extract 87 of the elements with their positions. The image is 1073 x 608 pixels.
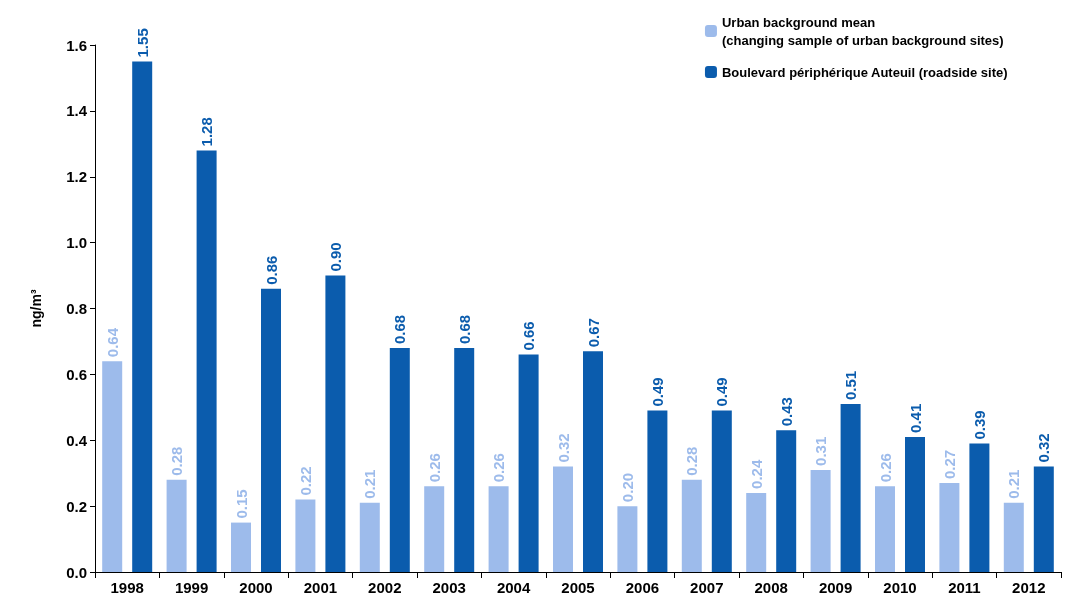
bar: [681, 479, 702, 572]
data-label: 1.28: [198, 117, 216, 147]
bar: [325, 275, 346, 572]
bar: [905, 436, 925, 572]
x-tick-label: 2009: [818, 579, 853, 596]
x-tick-label: 2011: [948, 579, 981, 596]
bar: [969, 443, 990, 572]
data-label: 0.28: [683, 446, 701, 476]
x-tick-label: 2010: [883, 579, 917, 596]
bar: [553, 466, 573, 572]
bar: [359, 502, 380, 572]
bar: [840, 404, 861, 572]
data-label: 0.64: [103, 327, 121, 358]
bar: [746, 492, 767, 572]
data-label: 0.24: [747, 459, 765, 489]
data-label: 0.90: [326, 242, 344, 272]
x-tick-label: 2012: [1012, 579, 1046, 596]
bar: [776, 430, 797, 572]
x-tick-label: 1999: [174, 579, 209, 596]
bar: [231, 522, 251, 572]
x-tick-label: 2004: [496, 579, 531, 596]
bar: [454, 348, 475, 572]
bar: [196, 150, 217, 572]
bar: [939, 483, 960, 572]
y-tick-label: 0.0: [66, 563, 87, 581]
data-label: 0.26: [425, 453, 443, 483]
bar: [261, 288, 281, 572]
y-tick-label: 0.4: [66, 431, 88, 449]
bar: [132, 61, 153, 572]
y-tick-label: 0.8: [66, 300, 87, 317]
data-label: 0.22: [296, 466, 314, 496]
bar: [518, 354, 539, 572]
data-label: 0.66: [520, 321, 538, 351]
data-label: 0.20: [618, 472, 636, 503]
y-tick-label: 1.4: [66, 102, 88, 120]
data-label: 0.15: [232, 489, 250, 519]
bar: [875, 486, 895, 572]
data-label: 0.86: [262, 255, 280, 285]
bar: [295, 499, 316, 572]
data-label: 0.31: [812, 436, 830, 466]
data-label: 0.32: [1035, 433, 1053, 463]
y-axis-title: ng/m³: [28, 289, 44, 328]
bar: [166, 479, 187, 572]
data-label: 0.68: [455, 314, 473, 345]
bar: [711, 410, 732, 572]
x-tick-label: 2005: [561, 579, 595, 596]
x-tick-label: 2002: [368, 579, 402, 596]
data-label: 0.26: [876, 453, 894, 483]
data-label: 1.55: [133, 28, 151, 58]
data-label: 0.21: [1005, 469, 1023, 499]
y-tick-label: 0.6: [66, 365, 87, 383]
x-tick-label: 2007: [690, 579, 724, 596]
bar: [647, 410, 668, 572]
legend-label: Urban background mean (changing sample of urban background sites): [721, 14, 1004, 48]
data-label: 0.27: [940, 449, 958, 480]
bar: [389, 348, 410, 572]
data-label: 0.26: [490, 453, 508, 483]
data-label: 0.49: [713, 377, 731, 407]
bar: [810, 469, 831, 572]
data-label: 0.68: [391, 314, 409, 345]
bar: [102, 361, 123, 572]
bar: [583, 351, 603, 572]
y-tick-label: 1.2: [66, 168, 87, 186]
data-label: 0.41: [906, 403, 924, 433]
bar: [1003, 502, 1024, 572]
data-label: 0.43: [777, 397, 795, 427]
data-label: 0.49: [648, 377, 666, 407]
data-label: 0.32: [554, 433, 572, 463]
x-tick-label: 2003: [432, 579, 466, 596]
y-tick-label: 0.2: [66, 497, 87, 515]
x-tick-label: 2006: [625, 579, 660, 596]
x-tick-label: 2000: [239, 579, 273, 596]
legend-label: Boulevard périphérique Auteuil (roadside site): [721, 64, 1008, 80]
data-label: 0.21: [361, 469, 379, 499]
y-tick-label: 1.6: [66, 36, 87, 54]
data-label: 0.28: [168, 446, 186, 476]
bar: [1033, 466, 1054, 572]
bar: [617, 506, 638, 572]
x-tick-label: 2008: [754, 579, 788, 596]
y-tick-label: 1.0: [66, 234, 87, 252]
bar: [424, 486, 445, 572]
bar: [488, 486, 509, 572]
data-label: 0.51: [842, 370, 860, 401]
data-label: 0.39: [970, 410, 988, 440]
data-label: 0.67: [584, 318, 602, 348]
x-tick-label: 2001: [303, 579, 338, 596]
x-tick-label: 1998: [110, 579, 144, 596]
